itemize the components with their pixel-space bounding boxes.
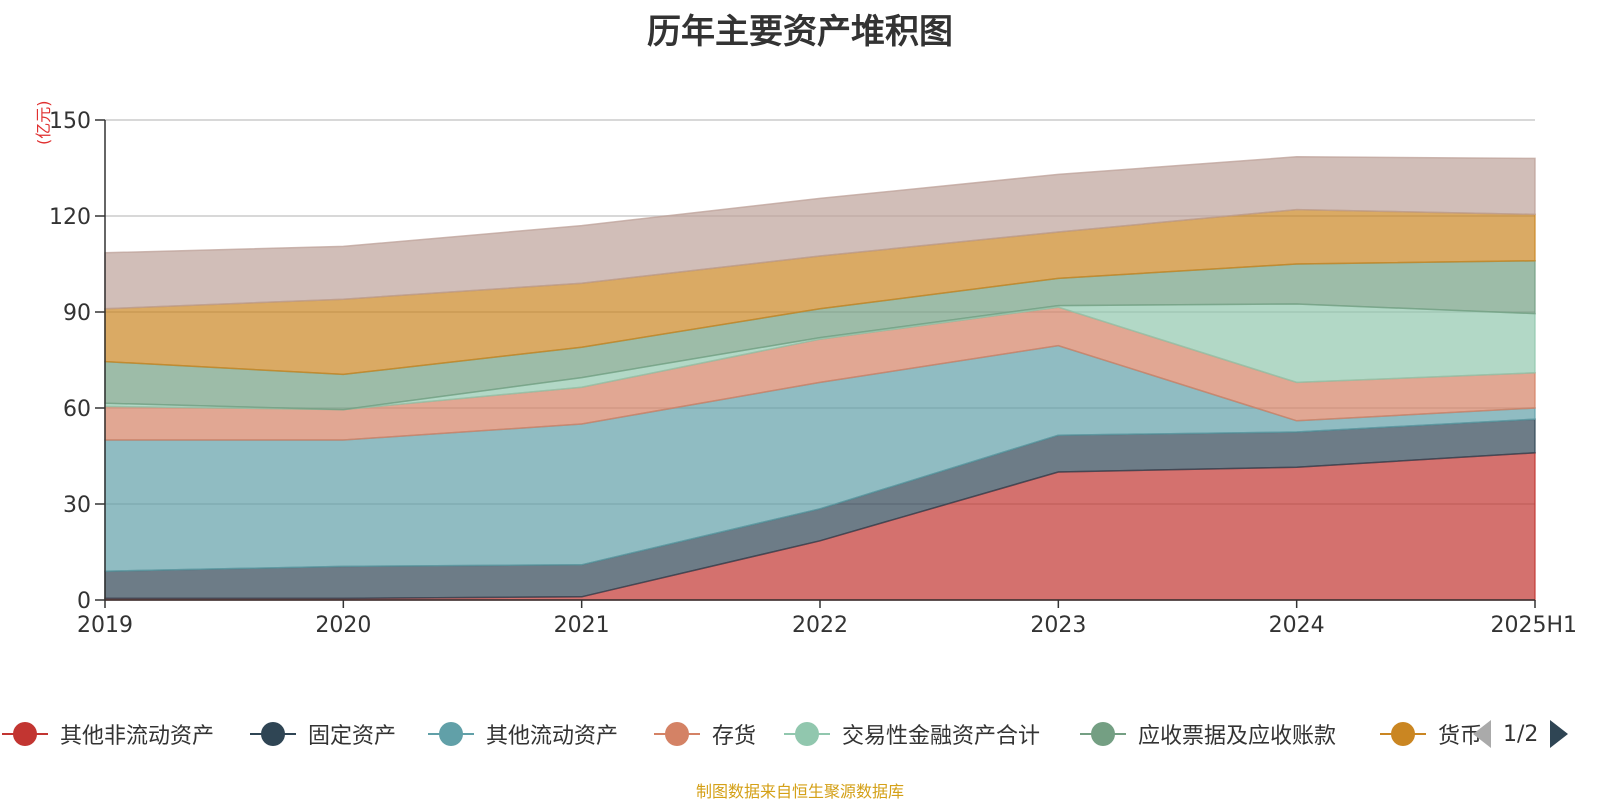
data-source-note: 制图数据来自恒生聚源数据库 xyxy=(695,782,904,801)
x-tick-label-6: 2025H1 xyxy=(1490,613,1577,638)
legend-pager: 1/2 xyxy=(1473,716,1569,752)
legend-marker-icon xyxy=(0,722,50,746)
axes: 0 30 60 90 120 150 2019 2020 2021 2022 2023 2024 202… xyxy=(49,109,1577,638)
y-tick-label-5: 150 xyxy=(49,109,91,134)
x-tick-label-5: 2024 xyxy=(1269,613,1325,638)
y-tick-label-1: 30 xyxy=(63,493,91,518)
legend-next-page-icon[interactable] xyxy=(1550,720,1569,748)
legend-marker-icon xyxy=(652,722,702,746)
legend-prev-page-icon[interactable] xyxy=(1473,720,1491,748)
legend-item-6[interactable]: 货币 xyxy=(1378,716,1482,752)
legend-item-5[interactable]: 应收票据及应收账款 xyxy=(1078,716,1336,752)
legend-label: 存货 xyxy=(712,724,757,749)
y-tick-label-0: 0 xyxy=(77,589,91,614)
x-tick-label-0: 2019 xyxy=(77,613,133,638)
legend-item-4[interactable]: 交易性金融资产合计 xyxy=(782,716,1040,752)
stacked-area-chart: 0 30 60 90 120 150 2019 2020 2021 2022 2023 2024 202… xyxy=(49,109,1577,638)
x-tick-label-2: 2021 xyxy=(554,613,610,638)
legend-item-0[interactable]: 其他非流动资产 xyxy=(0,716,214,752)
legend-marker-icon xyxy=(782,722,832,746)
legend-label: 应收票据及应收账款 xyxy=(1138,724,1337,749)
x-tick-label-4: 2023 xyxy=(1030,613,1086,638)
legend-label: 固定资产 xyxy=(308,724,397,749)
x-tick-label-3: 2022 xyxy=(792,613,848,638)
area-series xyxy=(104,156,1536,601)
legend-marker-icon xyxy=(1378,722,1428,746)
area-series-7[interactable] xyxy=(104,156,1536,310)
legend-label: 其他非流动资产 xyxy=(60,724,215,749)
legend-marker-icon xyxy=(248,722,298,746)
legend-label: 交易性金融资产合计 xyxy=(842,724,1041,749)
legend-label: 其他流动资产 xyxy=(486,724,619,749)
legend-page-indicator: 1/2 xyxy=(1503,721,1539,747)
legend-marker-icon xyxy=(1078,722,1128,746)
y-tick-label-2: 60 xyxy=(63,397,91,422)
legend-item-1[interactable]: 固定资产 xyxy=(248,716,396,752)
legend-marker-icon xyxy=(426,722,476,746)
legend: 其他非流动资产 固定资产 其他流动资产 存货 交易性金融资产合计 应收票据及应收账款 货币 xyxy=(0,716,1600,752)
y-tick-label-3: 90 xyxy=(63,301,91,326)
legend-item-2[interactable]: 其他流动资产 xyxy=(426,716,618,752)
legend-item-3[interactable]: 存货 xyxy=(652,716,756,752)
chart-title: 历年主要资产堆积图 xyxy=(647,12,953,52)
x-tick-label-1: 2020 xyxy=(315,613,371,638)
y-tick-label-4: 120 xyxy=(49,205,91,230)
